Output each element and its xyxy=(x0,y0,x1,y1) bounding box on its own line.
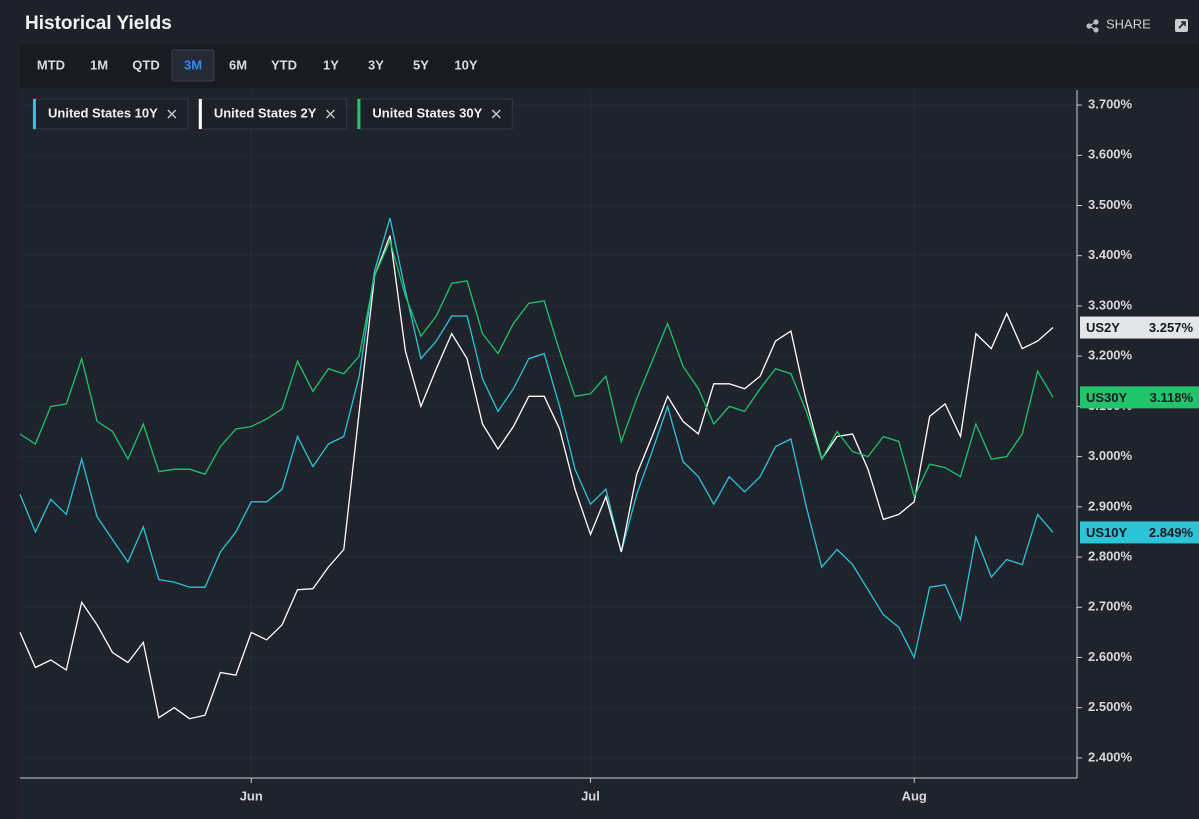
x-tick-label: Aug xyxy=(902,788,927,803)
range-label[interactable]: 6M xyxy=(229,57,247,72)
range-label[interactable]: 1Y xyxy=(323,57,339,72)
legend: United States 10Y United States 2Y United … xyxy=(32,98,513,130)
range-selected-bg[interactable] xyxy=(171,49,215,82)
legend-label[interactable]: United States 30Y xyxy=(372,105,482,120)
legend-chip[interactable] xyxy=(198,98,347,130)
x-tick-label: Jun xyxy=(240,788,263,803)
badge-tag: US10Y xyxy=(1086,525,1128,540)
plot: 2.400% 2.500% 2.600% 2.700% 2.800% 2.900% 3.00… xyxy=(19,90,1199,803)
range-button[interactable]: YTD xyxy=(271,57,297,72)
legend-remove[interactable] xyxy=(325,109,335,119)
share-label[interactable]: SHARE xyxy=(1106,16,1151,31)
y-tick-label: 3.000% xyxy=(1088,448,1133,463)
toolbar xyxy=(20,44,1199,88)
y-tick-label: 2.400% xyxy=(1088,749,1133,764)
badge-value: 2.849% xyxy=(1149,525,1194,540)
legend-swatch xyxy=(357,99,361,129)
legend-label[interactable]: United States 10Y xyxy=(48,105,158,120)
range-button[interactable]: 6M xyxy=(229,57,247,72)
y-tick-label: 3.700% xyxy=(1088,97,1133,112)
expand-button[interactable] xyxy=(1175,19,1188,32)
badge-tag: US30Y xyxy=(1086,390,1128,405)
series-line xyxy=(19,235,1054,720)
series-line xyxy=(19,238,1054,499)
y-tick-label: 2.600% xyxy=(1088,649,1133,664)
range-label[interactable]: 1M xyxy=(90,57,108,72)
range-label[interactable]: 5Y xyxy=(413,57,429,72)
range-label[interactable]: MTD xyxy=(37,57,65,72)
legend-item[interactable]: United States 10Y xyxy=(32,98,189,130)
last-value-badge xyxy=(1080,316,1199,339)
y-tick-label: 3.200% xyxy=(1088,348,1133,363)
range-label[interactable]: QTD xyxy=(132,57,159,72)
y-tick-label: 2.800% xyxy=(1088,548,1133,563)
series-line xyxy=(19,217,1054,660)
legend-remove[interactable] xyxy=(167,109,177,119)
last-value-badge xyxy=(1080,386,1199,409)
badge-value: 3.257% xyxy=(1149,320,1194,335)
last-value-badge xyxy=(1080,521,1199,544)
range-button[interactable]: 10Y xyxy=(454,57,477,72)
y-tick-label: 3.500% xyxy=(1088,197,1133,212)
share-button[interactable]: SHARE xyxy=(1086,16,1151,33)
legend-swatch xyxy=(198,99,202,129)
y-tick-label: 2.500% xyxy=(1088,699,1133,714)
y-tick-label: 2.700% xyxy=(1088,599,1133,614)
range-button[interactable]: 5Y xyxy=(413,57,429,72)
legend-swatch xyxy=(33,99,36,129)
range-button[interactable]: MTD xyxy=(37,57,65,72)
range-button[interactable]: QTD xyxy=(132,57,159,72)
legend-chip[interactable] xyxy=(32,98,189,130)
legend-remove[interactable] xyxy=(491,109,501,119)
range-button[interactable]: 3M xyxy=(171,49,215,82)
chart-area xyxy=(20,88,1199,819)
y-tick-label: 2.900% xyxy=(1088,498,1133,513)
y-tick-label: 3.400% xyxy=(1088,247,1133,262)
range-button[interactable]: 1Y xyxy=(323,57,339,72)
x-tick-label: Jul xyxy=(581,788,600,803)
y-tick-label: 3.300% xyxy=(1088,297,1133,312)
range-button[interactable]: 3Y xyxy=(368,57,384,72)
legend-chip[interactable] xyxy=(356,98,513,130)
legend-item[interactable]: United States 30Y xyxy=(356,98,513,130)
range-buttons: MTD 1M QTD 3M 6M YTD 1Y 3Y 5Y 10Y xyxy=(37,49,478,82)
badge-value: 3.118% xyxy=(1150,390,1194,405)
legend-item[interactable]: United States 2Y xyxy=(198,98,347,130)
range-button[interactable]: 1M xyxy=(90,57,108,72)
range-label[interactable]: 3M xyxy=(184,57,202,72)
page-title: Historical Yields xyxy=(25,13,172,34)
range-label[interactable]: 3Y xyxy=(368,57,384,72)
legend-label[interactable]: United States 2Y xyxy=(214,105,317,120)
range-label[interactable]: YTD xyxy=(271,57,297,72)
y-tick-label: 3.600% xyxy=(1088,147,1133,162)
badge-tag: US2Y xyxy=(1086,320,1120,335)
range-label[interactable]: 10Y xyxy=(454,57,477,72)
